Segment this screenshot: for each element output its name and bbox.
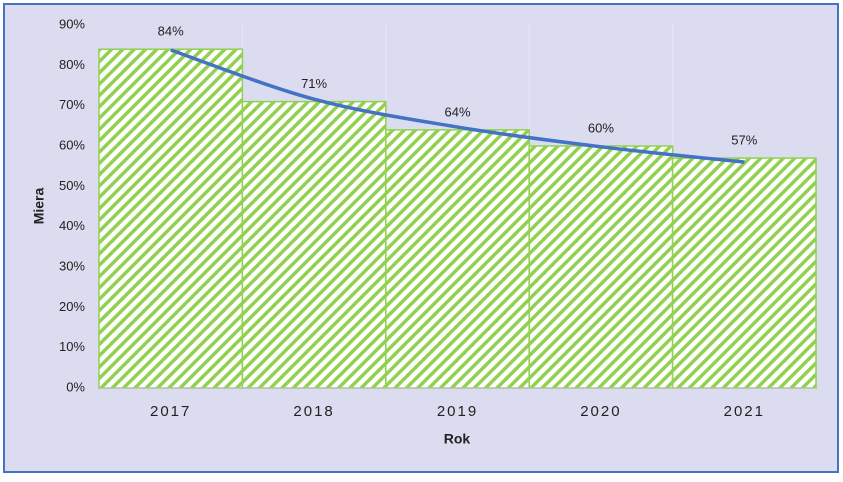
y-tick-label: 40%: [59, 218, 85, 233]
y-tick-label: 30%: [59, 258, 85, 273]
bar: [385, 129, 530, 389]
bar: [98, 48, 244, 389]
y-tick-label: 10%: [59, 339, 85, 354]
y-tick-label: 0%: [66, 379, 85, 394]
y-tick-label: 90%: [59, 16, 85, 31]
y-tick-label: 70%: [59, 97, 85, 112]
y-tick-label: 50%: [59, 178, 85, 193]
bar: [671, 157, 817, 389]
data-label: 84%: [158, 24, 184, 39]
bar: [241, 100, 387, 389]
data-label: 64%: [444, 104, 470, 119]
trend-line: [170, 48, 745, 164]
x-tick-label: 2019: [437, 403, 478, 420]
y-axis-title: Miera: [31, 188, 47, 225]
bar: [528, 145, 674, 389]
x-tick-label: 2017: [150, 403, 191, 420]
x-axis-title: Rok: [444, 431, 471, 447]
y-tick-label: 80%: [59, 57, 85, 72]
y-tick-label: 60%: [59, 137, 85, 152]
x-tick-label: 2018: [293, 403, 334, 420]
y-tick-label: 20%: [59, 299, 85, 314]
data-label: 60%: [588, 120, 614, 135]
data-label: 57%: [731, 133, 757, 148]
data-label: 71%: [301, 76, 327, 91]
x-tick-label: 2021: [724, 403, 765, 420]
x-tick-label: 2020: [580, 403, 621, 420]
